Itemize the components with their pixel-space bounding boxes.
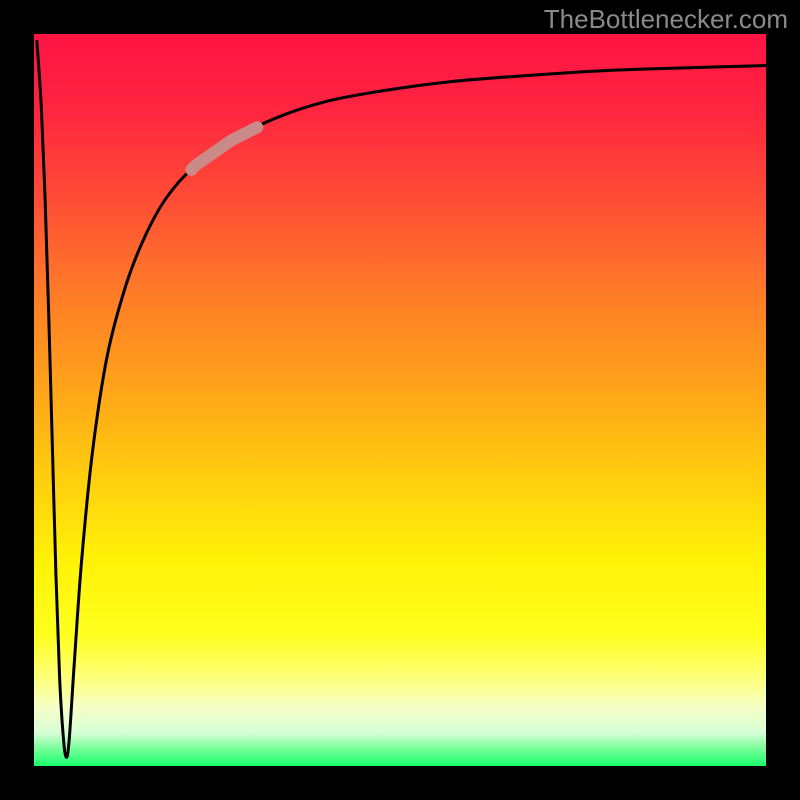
watermark-text: TheBottlenecker.com xyxy=(544,4,788,35)
chart-container: TheBottlenecker.com xyxy=(0,0,800,800)
chart-svg xyxy=(0,0,800,800)
gradient-background xyxy=(34,34,766,766)
